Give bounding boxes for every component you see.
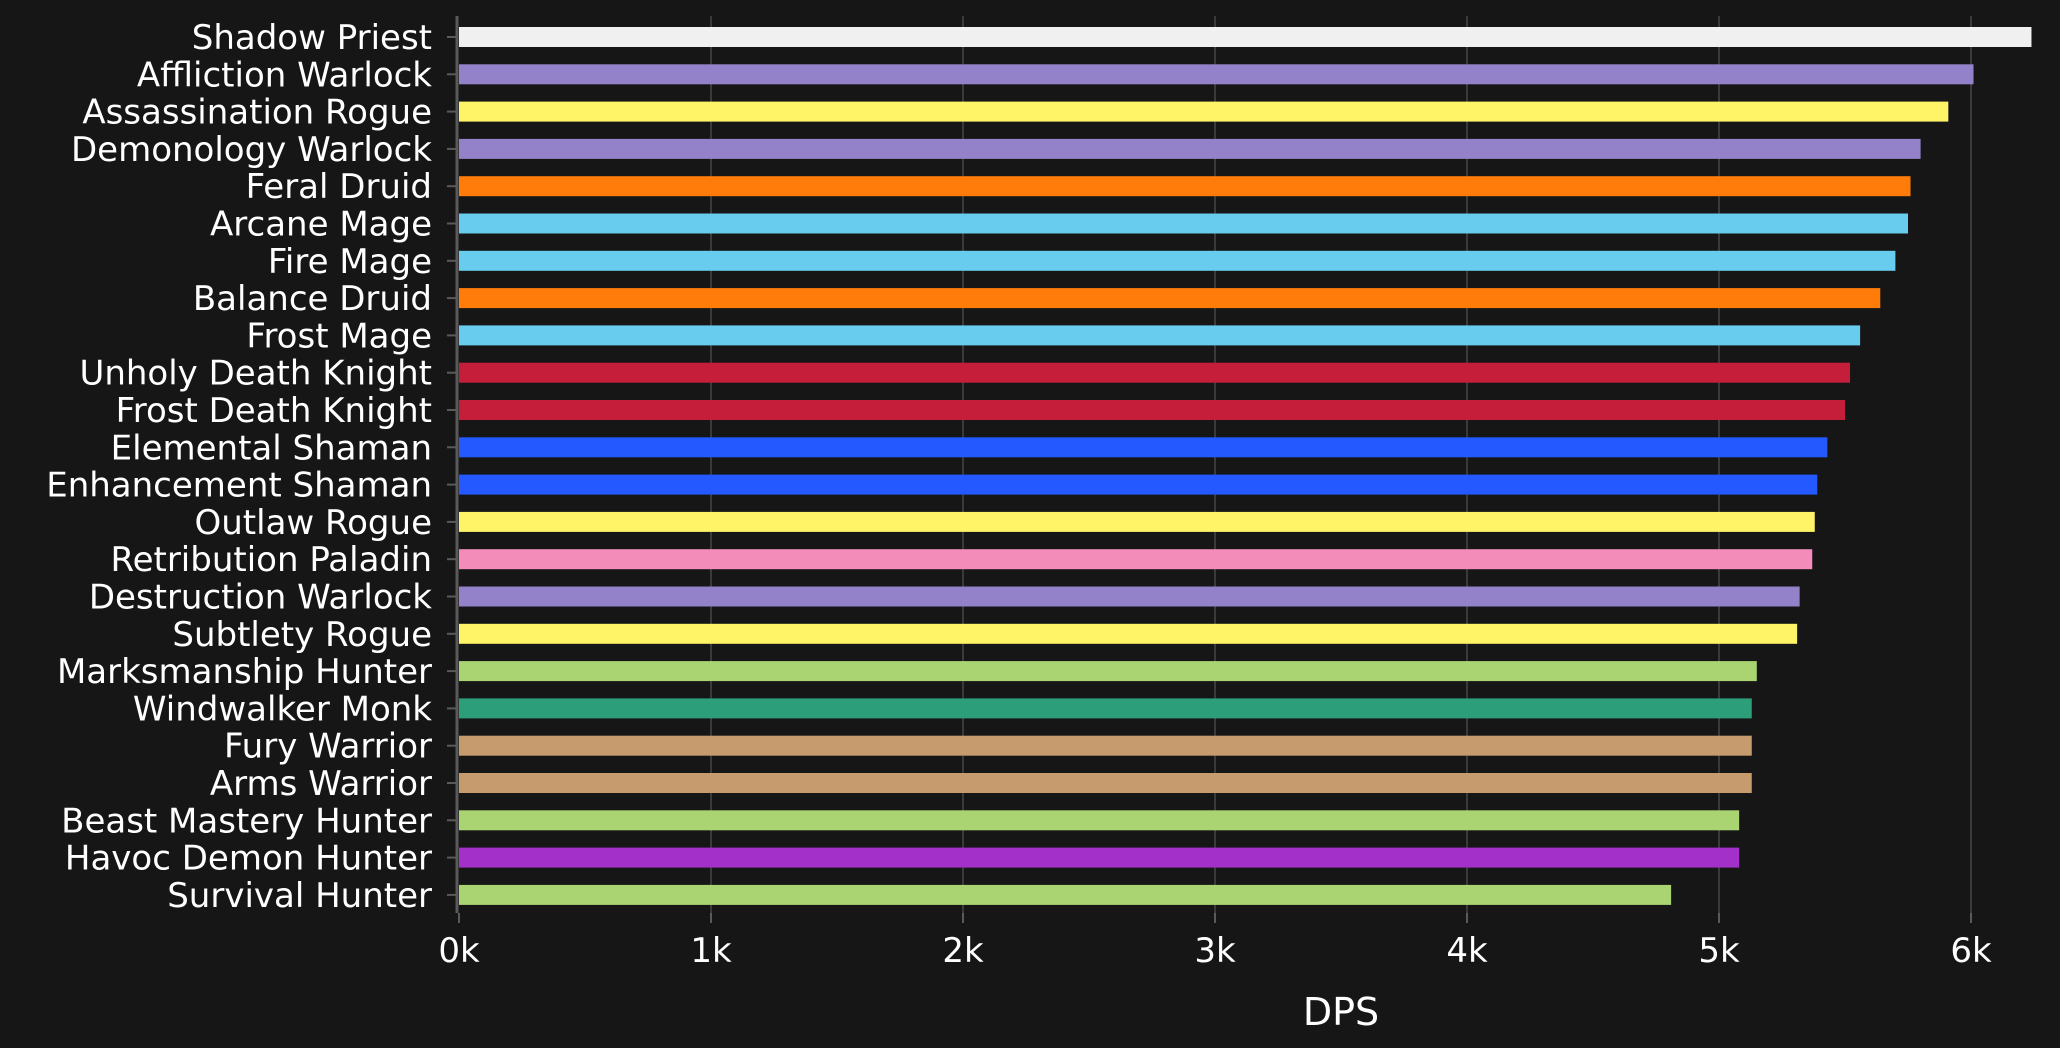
category-label: Marksmanship Hunter <box>57 652 432 692</box>
x-tick-label: 5k <box>1698 931 1740 971</box>
category-label: Destruction Warlock <box>89 578 432 618</box>
bar <box>459 288 1881 309</box>
category-label: Fury Warrior <box>224 727 432 767</box>
category-label: Unholy Death Knight <box>79 354 432 394</box>
category-label: Affliction Warlock <box>137 55 432 95</box>
bar <box>459 64 1974 85</box>
bar <box>459 138 1921 159</box>
category-label: Windwalker Monk <box>133 689 432 729</box>
bar <box>459 847 1740 868</box>
bar <box>459 437 1828 458</box>
x-tick-label: 3k <box>1194 931 1236 971</box>
x-tick-label: 6k <box>1950 931 1992 971</box>
category-label: Beast Mastery Hunter <box>61 801 432 841</box>
bar <box>459 474 1818 495</box>
category-label: Havoc Demon Hunter <box>65 839 432 879</box>
x-tick-label: 4k <box>1446 931 1488 971</box>
bar <box>459 362 1851 383</box>
category-label: Balance Druid <box>193 279 432 319</box>
bar <box>459 661 1757 682</box>
bar <box>459 213 1908 234</box>
category-label: Outlaw Rogue <box>195 503 433 543</box>
bar <box>459 735 1752 756</box>
category-label: Retribution Paladin <box>110 540 432 580</box>
x-tick-label: 0k <box>438 931 480 971</box>
category-label: Enhancement Shaman <box>46 466 432 506</box>
bar <box>459 400 1845 420</box>
bar <box>459 586 1800 607</box>
bar <box>459 101 1949 122</box>
bar <box>459 810 1740 831</box>
category-label: Fire Mage <box>268 242 432 282</box>
bar <box>459 773 1752 793</box>
bar <box>459 549 1813 570</box>
bars-layer <box>459 27 2032 905</box>
bar <box>459 250 1896 271</box>
category-label: Assassination Rogue <box>82 93 432 133</box>
bar <box>459 27 2032 47</box>
bar <box>459 623 1798 644</box>
category-label: Shadow Priest <box>192 18 432 58</box>
bar <box>459 325 1861 346</box>
category-label: Survival Hunter <box>167 876 432 916</box>
axes-layer: 0k 1k 2k 3k 4k 5k 6k <box>438 16 1992 971</box>
bar <box>459 176 1911 197</box>
category-label: Arcane Mage <box>210 205 432 245</box>
category-label: Demonology Warlock <box>71 130 432 170</box>
bar <box>459 511 1815 532</box>
category-label: Subtlety Rogue <box>172 615 432 655</box>
category-label: Frost Mage <box>246 316 432 356</box>
category-label: Frost Death Knight <box>116 391 432 431</box>
x-tick-label: 1k <box>690 931 732 971</box>
category-label: Feral Druid <box>246 167 432 207</box>
bar <box>459 698 1752 719</box>
x-tick-label: 2k <box>942 931 984 971</box>
x-axis-title: DPS <box>1303 990 1379 1034</box>
bar <box>459 884 1672 905</box>
category-label: Elemental Shaman <box>111 428 432 468</box>
grid-layer <box>710 16 1972 913</box>
category-label: Arms Warrior <box>210 764 432 804</box>
